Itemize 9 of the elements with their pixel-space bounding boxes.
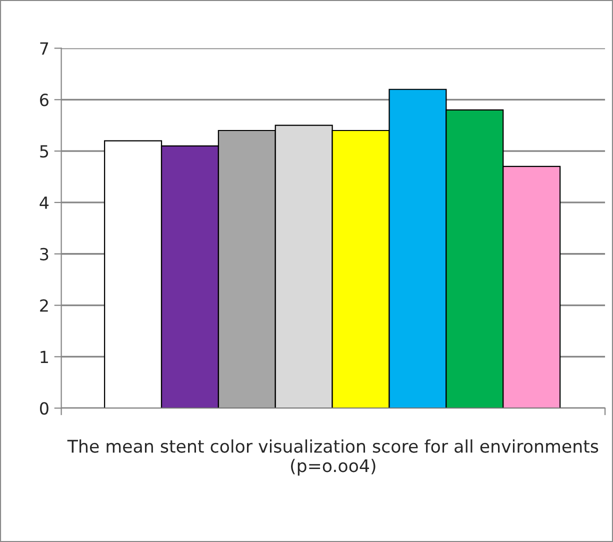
y-tick-label: 3: [40, 248, 48, 260]
y-tick-label: 4: [40, 196, 49, 209]
y-tick-label: 5: [40, 145, 48, 158]
y-tick-label: 1: [40, 350, 48, 364]
y-tick-label: 7: [40, 42, 48, 55]
y-tick-label: 0: [40, 402, 48, 415]
x-axis-title: The mean stent color visualization score for all environments (p=o.oo4): [67, 439, 598, 476]
y-tick-label: 2: [40, 299, 48, 312]
y-tick-label: 6: [40, 94, 48, 106]
